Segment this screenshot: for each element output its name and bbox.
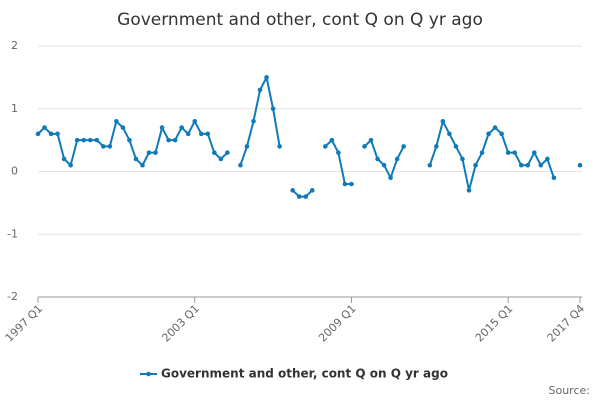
- point: [179, 125, 184, 130]
- y-tick-label: 0: [11, 165, 18, 178]
- point: [505, 150, 511, 155]
- point: [257, 87, 263, 93]
- point: [296, 194, 302, 199]
- point: [146, 150, 152, 155]
- point: [101, 144, 106, 149]
- point: [81, 137, 87, 143]
- point: [48, 131, 54, 137]
- x-tick-label: 2015 Q1: [473, 302, 516, 345]
- y-tick-label: -2: [7, 290, 18, 303]
- point: [551, 175, 557, 181]
- point: [35, 131, 41, 137]
- point: [453, 144, 459, 149]
- point: [218, 156, 224, 162]
- x-tick-label: 2017 Q4: [545, 302, 588, 345]
- y-tick-label: 2: [11, 39, 18, 52]
- point: [447, 131, 452, 137]
- point: [492, 125, 498, 130]
- point: [205, 131, 211, 137]
- point: [192, 119, 198, 124]
- point: [525, 162, 531, 168]
- point: [238, 162, 243, 168]
- point: [270, 106, 276, 112]
- point: [185, 131, 191, 137]
- point: [440, 119, 446, 124]
- point: [329, 137, 335, 143]
- point: [159, 125, 165, 130]
- point: [68, 162, 73, 168]
- point: [212, 150, 217, 155]
- point: [61, 156, 67, 162]
- point: [244, 144, 250, 149]
- point: [303, 194, 309, 199]
- point: [225, 150, 230, 155]
- point: [512, 150, 517, 155]
- point: [140, 162, 145, 168]
- y-tick-label: -1: [7, 227, 18, 240]
- point: [460, 156, 465, 162]
- point: [427, 162, 433, 168]
- point: [107, 144, 113, 149]
- point: [434, 144, 439, 149]
- chart-title: Government and other, cont Q on Q yr ago: [117, 10, 483, 30]
- point: [290, 188, 295, 193]
- point: [577, 162, 583, 168]
- point: [401, 144, 406, 149]
- point: [198, 131, 204, 137]
- point: [538, 162, 544, 168]
- point: [362, 144, 367, 149]
- point: [368, 137, 374, 143]
- point: [531, 150, 537, 155]
- point: [264, 75, 269, 80]
- point: [127, 137, 132, 143]
- point: [172, 137, 178, 143]
- point: [309, 188, 315, 193]
- point: [486, 131, 491, 137]
- point: [473, 162, 478, 168]
- point: [74, 137, 80, 143]
- point: [388, 175, 393, 181]
- point: [133, 156, 139, 162]
- point: [87, 137, 93, 143]
- point: [42, 125, 47, 130]
- point: [120, 125, 126, 130]
- point: [251, 119, 256, 124]
- point: [479, 150, 485, 155]
- point: [94, 137, 100, 143]
- point: [518, 162, 524, 168]
- point: [114, 119, 119, 124]
- point: [394, 156, 400, 162]
- point: [545, 156, 550, 162]
- point: [381, 162, 387, 168]
- point: [166, 137, 171, 143]
- point: [153, 150, 158, 155]
- legend-label: Government and other, cont Q on Q yr ago: [161, 367, 448, 381]
- point: [499, 131, 504, 137]
- point: [466, 188, 472, 193]
- legend-marker: [146, 371, 151, 377]
- point: [277, 144, 282, 149]
- y-tick-label: 1: [11, 102, 18, 115]
- source: Source:: [549, 384, 591, 397]
- point: [349, 181, 354, 187]
- point: [342, 181, 348, 187]
- point: [55, 131, 60, 137]
- line: [38, 77, 580, 196]
- point: [336, 150, 341, 155]
- x-tick-label: 2003 Q1: [159, 302, 202, 345]
- x-tick-label: 2009 Q1: [316, 302, 359, 345]
- point: [375, 156, 380, 162]
- point: [323, 144, 328, 149]
- x-tick-label: 1997 Q1: [3, 302, 46, 345]
